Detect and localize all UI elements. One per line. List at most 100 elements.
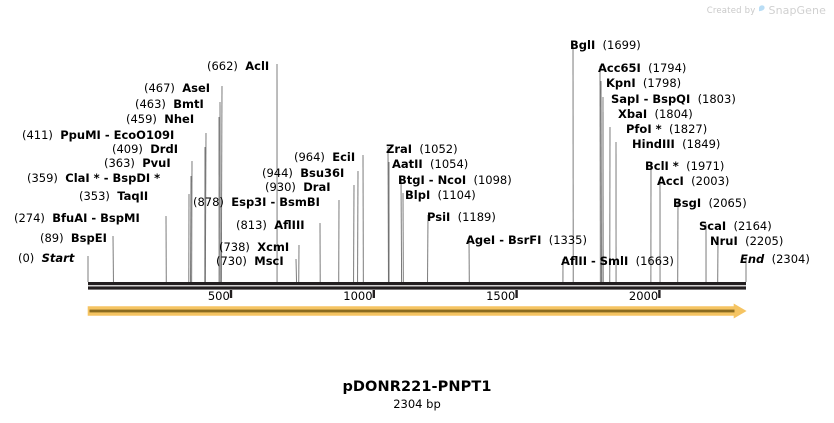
enzyme-name: XcmI: [257, 240, 290, 254]
enzyme-site-label-agei[interactable]: AgeI - BsrFI (1335): [466, 234, 587, 247]
site-position: (878): [193, 195, 224, 209]
site-position: (463): [135, 97, 166, 111]
enzyme-name: BspEI: [70, 231, 107, 245]
enzyme-name: AflIII: [274, 218, 305, 232]
site-position: (1104): [437, 188, 476, 202]
enzyme-site-label-blpi[interactable]: BlpI (1104): [405, 189, 476, 202]
enzyme-site-label-msci[interactable]: (730) MscI: [216, 255, 284, 268]
enzyme-site-label-psii[interactable]: PsiI (1189): [427, 211, 496, 224]
enzyme-name: AseI: [182, 81, 211, 95]
enzyme-name: BspMI: [100, 211, 140, 225]
enzyme-site-label-bfuai[interactable]: (274) BfuAI - BspMI: [14, 212, 140, 225]
site-position: (0): [18, 251, 35, 265]
ruler-tick-2000: [658, 290, 661, 298]
site-position: (1849): [682, 137, 721, 151]
enzyme-name: SmlI: [599, 254, 629, 268]
site-position: (1189): [457, 210, 496, 224]
enzyme-name: BfuAI: [52, 211, 88, 225]
enzyme-site-label-xbai[interactable]: XbaI (1804): [618, 108, 693, 121]
enzyme-site-label-bmti[interactable]: (463) BmtI: [135, 98, 204, 111]
enzyme-separator: -: [87, 211, 101, 225]
enzyme-name: EcoO109I: [113, 128, 175, 142]
site-position: (1054): [430, 157, 469, 171]
site-position: (411): [22, 128, 53, 142]
site-position: (459): [126, 112, 157, 126]
enzyme-separator: -: [424, 173, 438, 187]
ruler-tick-500: [229, 290, 233, 298]
enzyme-site-label-drdi[interactable]: (409) DrdI: [112, 143, 178, 156]
enzyme-site-label-bcli[interactable]: BclI * (1971): [645, 160, 724, 173]
enzyme-site-label-nhei[interactable]: (459) NheI: [126, 113, 194, 126]
enzyme-site-label-start[interactable]: (0) Start: [18, 252, 74, 265]
enzyme-site-label-nrui[interactable]: NruI (2205): [710, 235, 783, 248]
enzyme-site-label-afliii[interactable]: (813) AflIII: [236, 219, 305, 232]
enzyme-name: PvuI: [142, 156, 171, 170]
enzyme-name: Start: [41, 251, 75, 265]
enzyme-site-label-pfoi[interactable]: PfoI * (1827): [626, 123, 707, 136]
enzyme-name: PsiI: [427, 210, 451, 224]
site-position: (1098): [473, 173, 512, 187]
enzyme-separator: -: [639, 92, 653, 106]
site-position: (2205): [745, 234, 784, 248]
enzyme-site-label-bsu36i[interactable]: (944) Bsu36I: [262, 167, 344, 180]
enzyme-site-label-end[interactable]: End (2304): [740, 253, 810, 266]
enzyme-name: Bsu36I: [300, 166, 345, 180]
enzyme-name: BspQI: [652, 92, 691, 106]
enzyme-site-label-zrai[interactable]: ZraI (1052): [386, 143, 458, 156]
enzyme-name: Acc65I: [598, 61, 641, 75]
enzyme-site-label-bgli[interactable]: BglI (1699): [570, 39, 641, 52]
plasmid-name: pDONR221-PNPT1: [342, 379, 492, 395]
enzyme-site-label-pvui[interactable]: (363) PvuI: [104, 157, 171, 170]
site-position: (1794): [648, 61, 687, 75]
enzyme-name: PfoI *: [626, 122, 662, 136]
enzyme-site-label-drai[interactable]: (930) DraI: [265, 181, 331, 194]
ruler-ticks: [229, 290, 661, 298]
enzyme-name: AccI: [657, 174, 684, 188]
site-position: (944): [262, 166, 293, 180]
enzyme-site-label-asei[interactable]: (467) AseI: [144, 82, 210, 95]
enzyme-site-label-acc65i[interactable]: Acc65I (1794): [598, 62, 686, 75]
enzyme-name: AatII: [392, 157, 423, 171]
enzyme-name: BmtI: [173, 97, 204, 111]
site-position: (467): [144, 81, 175, 95]
enzyme-name: Esp3I: [231, 195, 267, 209]
ruler-tick-1500: [515, 290, 518, 298]
enzyme-site-label-hindiii[interactable]: HindIII (1849): [632, 138, 720, 151]
enzyme-site-label-taqii[interactable]: (353) TaqII: [79, 190, 148, 203]
enzyme-site-label-scai[interactable]: ScaI (2164): [699, 220, 772, 233]
site-position: (1663): [635, 254, 674, 268]
enzyme-site-label-acli[interactable]: (662) AclI: [207, 60, 269, 73]
site-position: (1971): [686, 159, 725, 173]
enzyme-site-label-bspei[interactable]: (89) BspEI: [40, 232, 107, 245]
enzyme-name: DraI: [303, 180, 331, 194]
enzyme-site-label-xcmi[interactable]: (738) XcmI: [219, 241, 289, 254]
enzyme-name: BspDI *: [112, 171, 161, 185]
enzyme-site-label-aatii[interactable]: AatII (1054): [392, 158, 468, 171]
enzyme-name: NheI: [164, 112, 195, 126]
enzyme-name: KpnI: [606, 76, 636, 90]
enzyme-site-label-btgi[interactable]: BtgI - NcoI (1098): [398, 174, 512, 187]
watermark-brand: SnapGene: [768, 4, 826, 17]
enzyme-name: BsrFI: [508, 233, 542, 247]
ruler-tick-1000: [372, 290, 375, 298]
site-position: (930): [265, 180, 296, 194]
enzyme-name: XbaI: [618, 107, 648, 121]
site-position: (1699): [602, 38, 641, 52]
enzyme-site-label-acci[interactable]: AccI (2003): [657, 175, 729, 188]
site-position: (89): [40, 231, 64, 245]
enzyme-site-label-esp3i[interactable]: (878) Esp3I - BsmBI: [193, 196, 320, 209]
enzyme-site-label-aflii[interactable]: AflII - SmlI (1663): [561, 255, 674, 268]
enzyme-name: BtgI: [398, 173, 425, 187]
enzyme-name: BglI: [570, 38, 596, 52]
enzyme-site-label-sapi[interactable]: SapI - BspQI (1803): [611, 93, 736, 106]
enzyme-name: AflII: [561, 254, 587, 268]
enzyme-site-label-kpni[interactable]: KpnI (1798): [606, 77, 681, 90]
enzyme-site-label-bsgi[interactable]: BsgI (2065): [673, 197, 747, 210]
watermark-prefix: Created by: [706, 5, 756, 16]
site-position: (1803): [697, 92, 736, 106]
enzyme-site-label-clai[interactable]: (359) ClaI * - BspDI *: [27, 172, 160, 185]
enzyme-name: DrdI: [150, 142, 178, 156]
enzyme-site-label-ecii[interactable]: (964) EciI: [294, 151, 355, 164]
enzyme-site-label-ppumi[interactable]: (411) PpuMI - EcoO109I: [22, 129, 174, 142]
enzyme-name: AclI: [245, 59, 270, 73]
